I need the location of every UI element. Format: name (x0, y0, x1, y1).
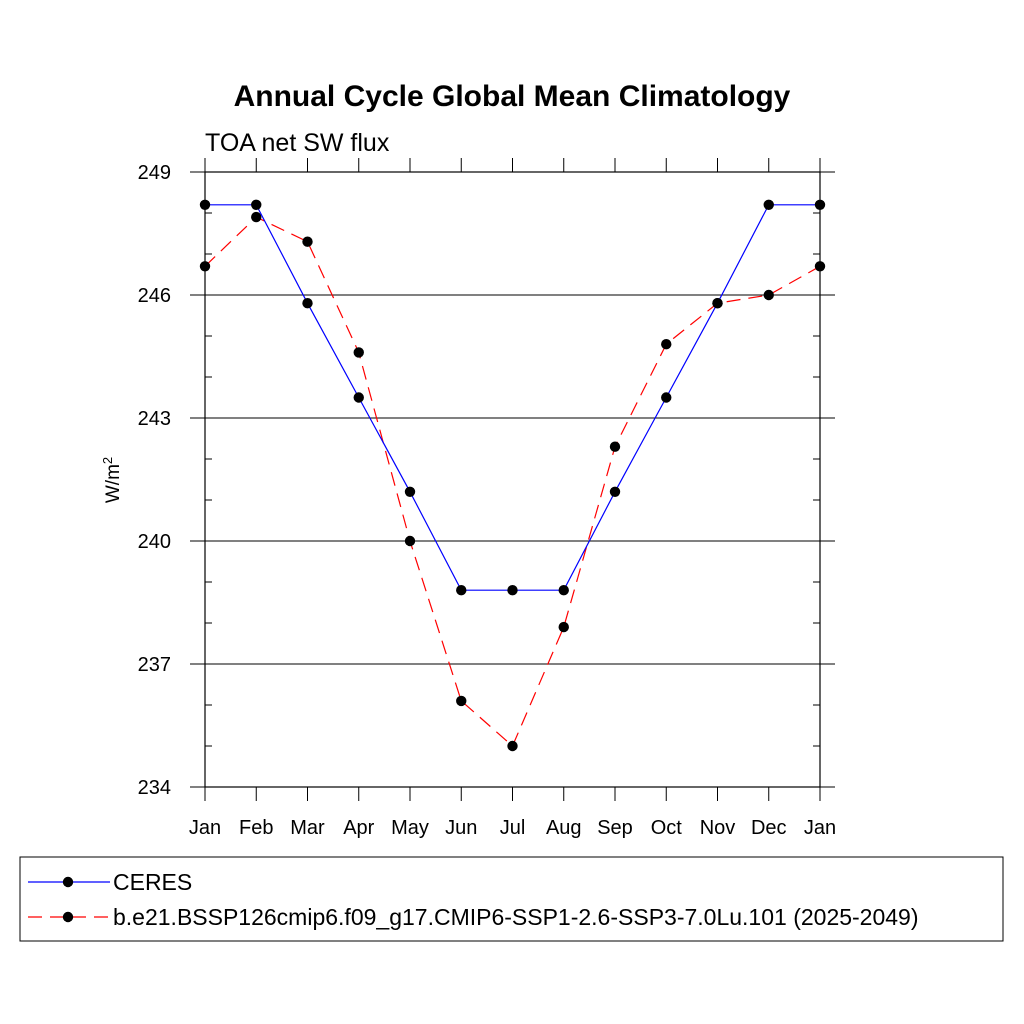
data-point (661, 339, 672, 350)
x-tick-label: Nov (700, 817, 736, 839)
x-tick-label: Jul (500, 817, 526, 839)
y-tick-label: 240 (138, 531, 171, 553)
data-point (609, 441, 621, 452)
series-line (204, 216, 821, 747)
data-point (251, 199, 262, 210)
data-point (763, 289, 774, 301)
data-point (814, 199, 826, 210)
x-tick-label: Aug (546, 817, 582, 839)
y-tick-label: 234 (138, 777, 171, 799)
data-point (199, 261, 211, 272)
data-point (199, 199, 211, 210)
data-point (712, 298, 723, 309)
data-point (814, 261, 826, 272)
data-point (661, 392, 672, 403)
y-axis-label: W/m2 (100, 457, 125, 503)
x-tick-label: Mar (290, 817, 325, 839)
x-tick-label: Jan (804, 817, 836, 839)
legend-marker (62, 911, 74, 923)
data-point (507, 740, 518, 752)
data-point (558, 621, 569, 633)
x-tick-label: Apr (343, 817, 374, 839)
data-point (404, 535, 416, 547)
data-point (609, 486, 621, 497)
x-tick-label: Sep (597, 817, 633, 839)
y-axis-label-superscript: 2 (100, 457, 115, 464)
chart-title: Annual Cycle Global Mean Climatology (234, 80, 791, 113)
legend: CERES b.e21.BSSP126cmip6.f09_g17.CMIP6-SS… (28, 869, 919, 930)
series-1 (199, 211, 826, 752)
y-axis-label-text: W/m (103, 464, 124, 503)
y-tick-label: 243 (138, 408, 171, 430)
legend-entry-0: CERES (28, 869, 192, 895)
x-tick-label: Oct (651, 817, 683, 839)
data-point (763, 199, 774, 210)
series-layer (199, 199, 826, 752)
legend-entry-1: b.e21.BSSP126cmip6.f09_g17.CMIP6-SSP1-2.… (28, 904, 919, 930)
plot-frame (204, 171, 821, 788)
data-point (353, 347, 364, 358)
legend-label: CERES (113, 869, 192, 895)
chart-subtitle: TOA net SW flux (205, 129, 390, 157)
y-tick-label: 249 (138, 162, 171, 184)
x-tick-label: Jun (445, 817, 477, 839)
data-point (302, 236, 313, 247)
data-point (456, 585, 467, 596)
x-tick-label: Feb (239, 817, 273, 839)
data-point (558, 585, 569, 596)
data-point (353, 392, 364, 403)
data-point (456, 695, 467, 707)
y-tick-label: 246 (138, 285, 171, 307)
x-tick-label: Dec (751, 817, 787, 839)
legend-marker (62, 876, 74, 888)
data-point (404, 486, 416, 497)
data-point (302, 298, 313, 309)
series-line (205, 204, 820, 591)
series-0 (199, 199, 826, 596)
y-tick-label: 237 (138, 654, 171, 676)
data-point (251, 211, 262, 223)
x-tick-label: May (391, 817, 429, 839)
plot-axes: 234 237 240 243 246 249 Jan Feb Mar Apr May Jun Jul A… (138, 158, 836, 839)
legend-label: b.e21.BSSP126cmip6.f09_g17.CMIP6-SSP1-2.… (113, 904, 919, 930)
legend-box (19, 856, 1004, 942)
x-tick-label: Jan (189, 817, 221, 839)
data-point (507, 585, 518, 596)
